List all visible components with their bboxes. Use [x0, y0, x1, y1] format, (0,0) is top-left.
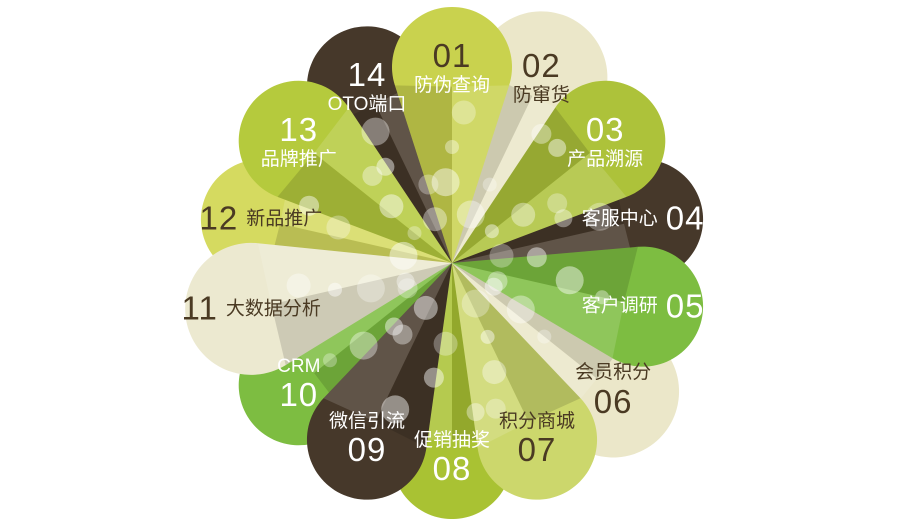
decor-dot [392, 324, 413, 345]
petal-06-shape [452, 263, 680, 458]
decor-dot [595, 290, 610, 305]
petal-13-highlight-wedge [314, 107, 452, 263]
petal-01-shadow-wedge [394, 85, 452, 264]
decor-dot [431, 168, 460, 197]
decor-dot [433, 331, 458, 356]
petal-11-shadow-wedge [271, 263, 452, 366]
petal-10-highlight-wedge [277, 263, 452, 373]
petal-07-highlight-wedge [452, 263, 529, 448]
petal-09-shadow-wedge [375, 263, 452, 448]
decor-dot [323, 353, 337, 368]
decor-dot [407, 226, 422, 241]
decor-dot [385, 317, 403, 336]
decor-dot [482, 177, 497, 192]
petal-10-shape [238, 263, 452, 446]
decor-dot [489, 243, 514, 268]
decor-dot [418, 174, 439, 195]
decor-dot [381, 395, 410, 424]
petal-13-shadow-wedge [277, 153, 452, 263]
decor-dot [526, 247, 547, 268]
decor-dot [485, 398, 506, 419]
decor-dot [555, 266, 584, 295]
decor-dot [423, 207, 447, 232]
petal-06-shadow-wedge [452, 263, 636, 379]
decor-dot [326, 215, 351, 240]
decor-dot [356, 274, 385, 303]
petal-14-highlight-wedge [375, 78, 452, 263]
petal-09-shape [306, 263, 452, 500]
decor-dot [484, 224, 499, 239]
decor-dot [482, 360, 507, 385]
decor-dot [445, 140, 459, 154]
decor-dot [585, 202, 614, 231]
decor-dot [423, 367, 444, 388]
decor-dot [397, 278, 418, 299]
petal-11-shape [185, 242, 453, 375]
decor-dot [389, 241, 418, 270]
petal-07-shape [452, 263, 598, 500]
petals-group [185, 6, 704, 519]
decor-dot [466, 403, 485, 422]
decor-dots [286, 100, 614, 424]
petal-03-highlight-wedge [452, 153, 627, 263]
petal-05-highlight-wedge [452, 263, 624, 359]
decor-dot [376, 157, 395, 176]
petal-09-highlight-wedge [323, 263, 452, 422]
decor-dot [506, 295, 535, 324]
petal-07-shadow-wedge [452, 263, 581, 422]
decor-dot [487, 271, 508, 292]
decor-dot [548, 138, 567, 157]
decor-dot [379, 194, 404, 219]
decor-dot [451, 100, 476, 125]
petal-05-shadow-wedge [452, 246, 638, 303]
decor-dot [456, 200, 485, 229]
decor-dot [484, 277, 503, 296]
decor-dot [328, 282, 342, 297]
decor-dot [547, 193, 568, 214]
decor-dot [461, 289, 490, 318]
petal-01-highlight-wedge [452, 85, 510, 264]
petal-03-shadow-wedge [452, 107, 590, 263]
decor-dot [361, 117, 390, 146]
decor-dot [537, 329, 552, 344]
decor-dot [396, 272, 415, 291]
decor-dot [286, 273, 311, 298]
petal-13-shape [238, 80, 452, 263]
decor-dot [554, 209, 573, 228]
decor-dot [531, 123, 552, 144]
petal-11-highlight-wedge [257, 243, 452, 305]
decor-dot [362, 165, 383, 186]
decor-dot [413, 295, 438, 320]
decor-dot [511, 202, 536, 227]
petal-03-shape [452, 80, 666, 263]
decor-dot [349, 331, 378, 360]
decor-dot [480, 329, 495, 344]
petal-01-shape [392, 6, 512, 263]
decor-dot [299, 195, 320, 216]
petal-05-shape [452, 246, 704, 367]
